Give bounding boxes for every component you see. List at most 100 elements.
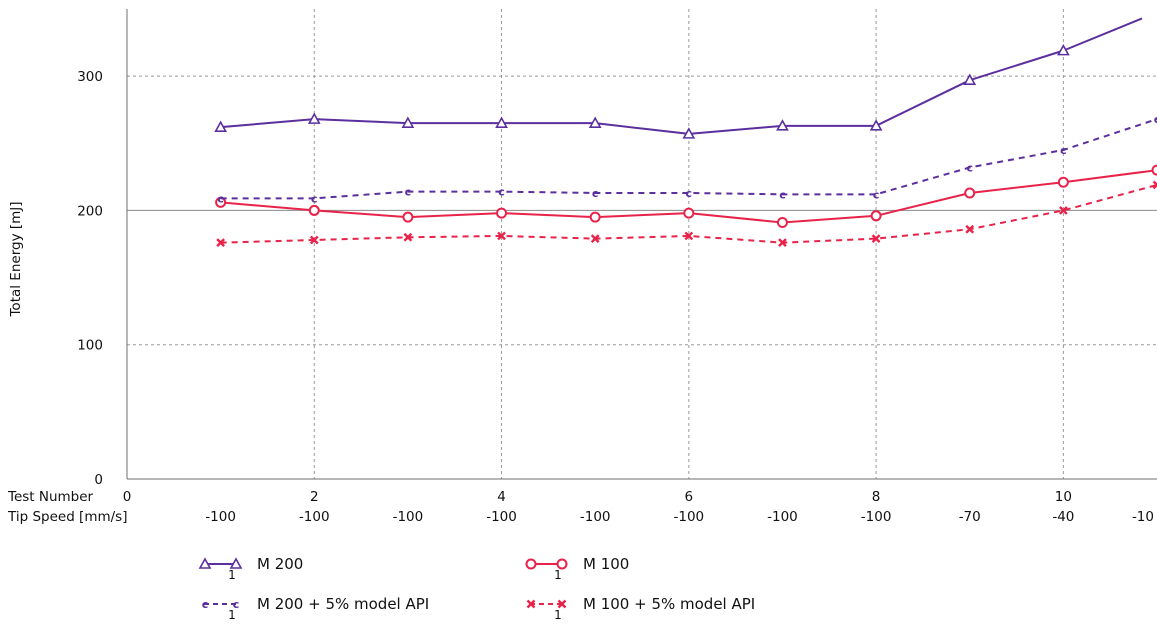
legend-marker-stroke [557, 599, 567, 609]
x-tick-label-tip-speed: -10 [1132, 509, 1154, 525]
data-point: c [1060, 144, 1067, 157]
x-tick-label-tip-speed: -100 [673, 509, 704, 525]
data-point [214, 120, 227, 132]
data-point [682, 127, 696, 139]
data-point [1057, 176, 1069, 188]
legend-marker [229, 557, 243, 569]
x-tick-label-tip-speed: -100 [299, 509, 330, 525]
data-point-stroke [684, 231, 694, 241]
data-point [870, 210, 882, 222]
x-tick-label-tip-speed: -100 [205, 509, 236, 525]
x-tick-labels: 0 2 4 6 8 10 -100 -100 -100 -100 -100 -100 -100 -100 -… [123, 489, 1154, 525]
legend-item: 1 M 200 [198, 555, 303, 582]
data-point: c [592, 187, 599, 200]
data-point [871, 234, 881, 243]
y-tick-label: 100 [77, 338, 103, 354]
x-tick-label-tip-speed: -100 [767, 509, 798, 525]
data-point [497, 231, 506, 241]
x-tick-label-tip-speed: -100 [861, 509, 892, 525]
x-tick-label-test-number: 4 [497, 489, 506, 505]
legend-marker [525, 558, 537, 570]
data-point [776, 217, 788, 229]
series-2: c c c c c c c c c c c [217, 113, 1157, 205]
legend-subscript: 1 [554, 608, 562, 622]
series-1 [215, 164, 1157, 229]
legend-label: M 100 [583, 555, 629, 573]
x-axis-title-tip-speed: Tip Speed [mm/s] [7, 509, 127, 525]
data-point-stroke [965, 224, 975, 234]
legend-marker [198, 557, 212, 569]
y-tick-labels: 0 100 200 300 [77, 69, 103, 488]
data-point-stroke [1152, 183, 1157, 190]
y-tick-label: 200 [77, 203, 103, 219]
legend-marker: c [202, 598, 209, 611]
data-point [1057, 43, 1070, 56]
data-point [307, 112, 321, 124]
data-point: c [779, 188, 786, 201]
x-tick-label-tip-speed: -100 [393, 509, 424, 525]
legend-subscript: 1 [228, 608, 236, 622]
data-point-stroke [216, 238, 225, 248]
data-point [495, 116, 508, 128]
series-3 [216, 180, 1157, 248]
data-point: c [1154, 113, 1157, 126]
x-tick-label-test-number: 10 [1055, 489, 1072, 505]
legend-item: c c1M 200 + 5% model API [202, 595, 429, 622]
data-point [588, 116, 602, 128]
x-tick-label-test-number: 2 [310, 489, 319, 505]
data-point-stroke [497, 231, 506, 241]
legend-marker: c [233, 598, 240, 611]
x-tick-label-tip-speed: -40 [1052, 509, 1074, 525]
data-point-stroke [778, 238, 787, 248]
x-tick-label-tip-speed: -70 [959, 509, 981, 525]
data-point-stroke [309, 235, 319, 245]
data-point: c [311, 192, 318, 205]
data-point [496, 207, 508, 219]
x-tick-label-tip-speed: -100 [486, 509, 517, 525]
data-point [965, 224, 975, 234]
data-point: c [966, 161, 973, 174]
x-tick-label-test-number: 6 [685, 489, 694, 505]
legend-marker [557, 599, 567, 609]
data-point [963, 73, 977, 85]
legend-label: M 200 + 5% model API [257, 595, 429, 613]
legend-subscript: 1 [554, 568, 562, 582]
x-axis-title-test-number: Test Number [7, 489, 94, 505]
legend-marker [556, 558, 568, 570]
data-point: c [873, 188, 880, 201]
data-point [1059, 206, 1068, 215]
grid [127, 9, 1157, 479]
data-point-stroke [590, 234, 600, 243]
data-point [309, 235, 319, 245]
data-point [1151, 164, 1157, 176]
data-point [401, 116, 415, 128]
legend-marker [526, 599, 536, 609]
data-point [308, 204, 320, 216]
legend-label: M 100 + 5% model API [583, 595, 755, 613]
data-point [683, 207, 695, 219]
legend-item: 1 M 100 + 5% model API [526, 595, 755, 622]
data-point [216, 238, 225, 248]
legend-item: 1 M 100 [525, 555, 629, 582]
legend-subscript: 1 [228, 568, 236, 582]
x-tick-label-test-number: 8 [872, 489, 881, 505]
data-point [778, 238, 787, 248]
series-line [220, 118, 1157, 200]
data-point [589, 211, 601, 223]
series: c c c c c c c c c c c [214, 17, 1157, 248]
legend-marker-stroke [526, 599, 536, 609]
data-point [402, 211, 414, 223]
data-point [869, 119, 883, 131]
data-point [403, 232, 413, 242]
y-axis-title: Total Energy [mJ] [8, 201, 24, 317]
series-0 [214, 17, 1143, 139]
data-point-stroke [1059, 206, 1068, 215]
data-point-stroke [1152, 180, 1157, 187]
data-point [776, 119, 789, 131]
x-tick-label-tip-speed: -100 [580, 509, 611, 525]
legend-label: M 200 [257, 555, 303, 573]
data-point-stroke [871, 234, 881, 243]
x-tick-label-test-number: 0 [123, 489, 132, 505]
data-point [590, 234, 600, 243]
